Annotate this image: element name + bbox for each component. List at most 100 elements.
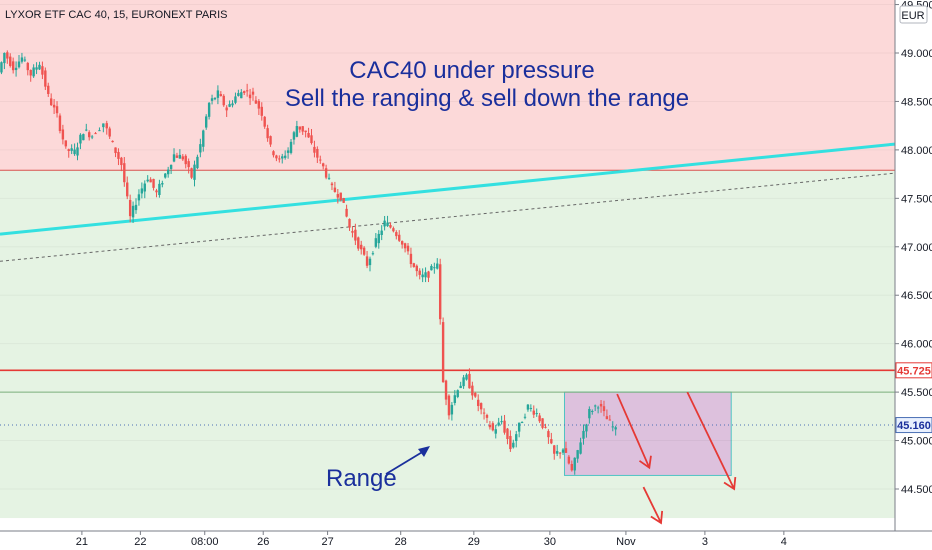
candle-body (582, 430, 585, 439)
candle-body (304, 130, 307, 133)
candle-body (588, 408, 591, 419)
range-pointer-arrow (385, 446, 430, 475)
candle-body (594, 405, 597, 407)
candle-body (585, 424, 588, 432)
candle-body (295, 126, 299, 137)
candle-body (500, 421, 503, 423)
candle-body (313, 146, 316, 153)
candle-body (146, 179, 149, 182)
candle-body (55, 106, 59, 114)
candle-body (386, 222, 389, 227)
candle-body (427, 271, 430, 278)
candle-body (193, 164, 196, 180)
candle-body (58, 115, 62, 131)
candle-body (85, 129, 88, 131)
candle-body (327, 177, 331, 179)
candle-body (120, 157, 123, 166)
price-tick-label: 46.000 (901, 339, 932, 351)
candle-body (172, 154, 176, 162)
candle-body (61, 129, 65, 140)
candle-body (228, 104, 231, 107)
candle-body (368, 258, 372, 266)
candle-body (266, 128, 269, 139)
candle-body (474, 392, 477, 397)
candle-body (213, 97, 217, 100)
candle-body (292, 132, 296, 140)
candle-body (0, 62, 3, 73)
candle-body (497, 422, 500, 426)
candle-body (529, 407, 533, 409)
candle-body (482, 412, 486, 414)
candle-body (506, 428, 509, 439)
price-axis[interactable]: 49.50049.00048.50048.00047.50047.00046.5… (894, 0, 932, 531)
candle-body (371, 253, 375, 255)
time-tick-label: 4 (781, 536, 787, 548)
candle-body (465, 374, 468, 380)
candle-body (155, 190, 158, 193)
candle-body (52, 104, 56, 108)
candle-body (561, 449, 565, 453)
candle-body (558, 452, 562, 454)
candle-body (207, 102, 211, 117)
candle-body (126, 182, 129, 197)
candle-body (406, 245, 410, 252)
projection-arrows (616, 391, 737, 525)
price-tick-label: 45.500 (901, 387, 932, 399)
candle-body (424, 272, 427, 278)
candle-body (152, 178, 155, 188)
symbol-title: LYXOR ETF CAC 40, 15, EURONEXT PARIS (5, 9, 228, 21)
candle-body (503, 420, 506, 433)
candle-body (471, 385, 474, 396)
time-tick-label: 30 (544, 536, 556, 548)
currency-badge[interactable] (899, 5, 928, 24)
price-tick-label: 47.000 (901, 242, 932, 254)
candle-body (234, 96, 237, 103)
candle-body (49, 98, 53, 106)
candle-body (240, 92, 243, 99)
candle-body (11, 61, 15, 71)
candle-body (550, 439, 553, 444)
candle-body (286, 150, 290, 153)
candle-body (140, 188, 144, 194)
candle-body (260, 106, 263, 116)
candle-body (576, 450, 579, 459)
candle-body (105, 123, 108, 129)
candle-body (257, 101, 261, 109)
candle-body (494, 429, 497, 434)
candle-body (199, 144, 202, 153)
candle-body (415, 265, 418, 272)
candle-body (515, 434, 518, 441)
candle-body (430, 265, 433, 271)
candle-body (29, 69, 32, 76)
candle-body (573, 457, 576, 471)
candle-body (169, 164, 173, 169)
candle-body (94, 133, 97, 135)
candle-body (88, 132, 91, 138)
candle-body (166, 169, 170, 175)
candle-body (520, 422, 524, 424)
candle-body (456, 390, 459, 397)
price-axis-background (895, 0, 932, 531)
candle-body (488, 424, 492, 428)
candle-body (281, 156, 284, 159)
candle-body (479, 403, 483, 410)
candle-body (131, 205, 135, 218)
candle-body (70, 148, 73, 151)
candle-body (453, 395, 457, 403)
candle-body (278, 158, 281, 160)
projection-arrowhead-2 (650, 510, 664, 525)
candle-body (178, 154, 182, 159)
candle-body (611, 426, 614, 428)
projection-arrowhead-3 (723, 476, 737, 491)
candle-body (44, 70, 47, 87)
candle-body (602, 406, 606, 412)
time-tick-label: 29 (468, 536, 480, 548)
candle-body (555, 451, 559, 454)
candle-body (365, 256, 369, 266)
candle-body (20, 57, 24, 62)
candle-body (114, 147, 117, 154)
candle-body (351, 231, 354, 233)
time-axis[interactable]: 21 22 08:00 26 27 28 29 30 Nov 3 4 (0, 530, 932, 550)
candle-body (438, 264, 442, 320)
